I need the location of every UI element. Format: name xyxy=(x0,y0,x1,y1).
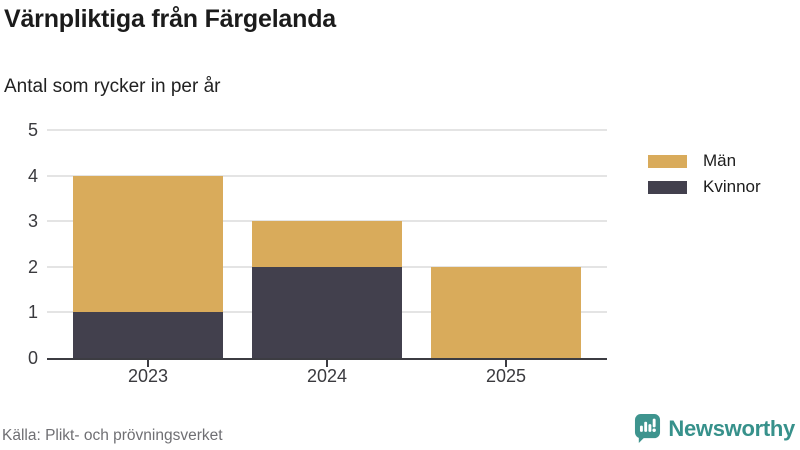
x-tick-2025 xyxy=(505,360,507,367)
y-tick-label-3: 3 xyxy=(27,211,38,232)
newsworthy-speech-bubble-bar-chart-icon xyxy=(635,414,661,443)
legend-label-men: Män xyxy=(703,151,737,170)
gridline-y-4 xyxy=(47,174,607,177)
x-tick-label-2025: 2025 xyxy=(485,366,527,386)
bar-segment-2024-Kvinnor xyxy=(252,266,402,358)
gridline-y-5 xyxy=(47,129,607,131)
legend-swatch-men xyxy=(648,154,687,168)
chart-subtitle: Antal som rycker in per år xyxy=(4,76,221,97)
bar-segment-2023-Män xyxy=(73,175,223,313)
bar-segment-2023-Kvinnor xyxy=(73,312,223,358)
y-tick-label-0: 0 xyxy=(27,348,38,368)
newsworthy-wordmark: Newsworthy xyxy=(668,415,795,441)
y-tick-label-1: 1 xyxy=(27,302,38,323)
legend: Män Kvinnor xyxy=(648,148,761,200)
bar-segment-2024-Män xyxy=(252,221,402,267)
plot-area xyxy=(47,129,607,367)
source-text: Källa: Plikt- och prövningsverket xyxy=(2,427,223,444)
x-axis-labels: 2023 2024 2025 xyxy=(47,366,607,388)
x-tick-2024 xyxy=(326,360,328,367)
x-tick-label-2023: 2023 xyxy=(127,366,169,386)
gridline-y-3 xyxy=(47,220,607,223)
y-tick-label-4: 4 xyxy=(27,165,38,186)
newsworthy-brand[interactable]: Newsworthy xyxy=(634,413,795,444)
x-tick-2023 xyxy=(147,360,149,367)
y-tick-label-2: 2 xyxy=(27,256,38,277)
x-tick-label-2024: 2024 xyxy=(306,366,348,386)
legend-label-women: Kvinnor xyxy=(703,177,761,196)
legend-item-women: Kvinnor xyxy=(648,174,761,200)
chart-title: Värnpliktiga från Färgelanda xyxy=(4,5,336,33)
y-tick-label-5: 5 xyxy=(27,120,38,140)
legend-item-men: Män xyxy=(648,148,761,174)
bar-segment-2025-Män xyxy=(431,266,581,358)
legend-swatch-women xyxy=(648,180,687,194)
y-axis-labels: 0 1 2 3 4 5 xyxy=(0,120,38,368)
